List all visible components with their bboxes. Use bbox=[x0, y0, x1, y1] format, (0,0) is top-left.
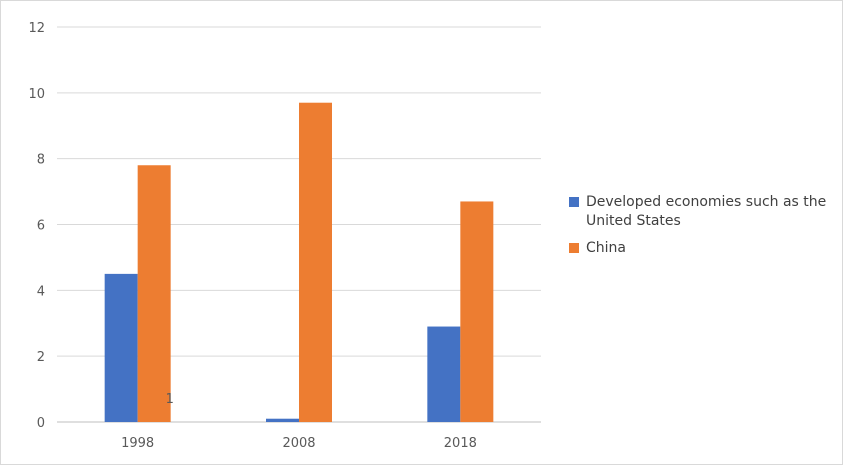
legend-swatch-developed bbox=[569, 197, 579, 207]
x-tick-label: 1998 bbox=[121, 436, 154, 451]
y-tick-label: 8 bbox=[37, 153, 45, 168]
y-tick-label: 2 bbox=[37, 350, 45, 365]
legend-item-china: China bbox=[569, 239, 841, 258]
y-tick-label: 12 bbox=[28, 21, 45, 36]
y-tick-label: 0 bbox=[37, 416, 45, 431]
data-annotation: 1 bbox=[166, 392, 174, 407]
y-tick-label: 4 bbox=[37, 284, 45, 299]
legend-swatch-china bbox=[569, 243, 579, 253]
y-tick-label: 6 bbox=[37, 219, 45, 234]
bar-developed-2018 bbox=[427, 326, 461, 422]
bar-china-1998 bbox=[137, 165, 171, 422]
legend-item-developed: Developed economies such as the United S… bbox=[569, 193, 841, 231]
x-tick-label: 2018 bbox=[444, 436, 477, 451]
bar-china-2008 bbox=[299, 102, 332, 422]
bar-china-2018 bbox=[460, 201, 494, 422]
legend-label-china: China bbox=[586, 240, 626, 256]
bar-developed-1998 bbox=[104, 273, 138, 422]
legend: Developed economies such as the United S… bbox=[569, 193, 841, 266]
y-tick-label: 10 bbox=[28, 87, 45, 102]
legend-label-developed: Developed economies such as the United S… bbox=[586, 194, 827, 229]
x-tick-label: 2008 bbox=[282, 436, 315, 451]
bar-developed-2008 bbox=[266, 418, 299, 422]
